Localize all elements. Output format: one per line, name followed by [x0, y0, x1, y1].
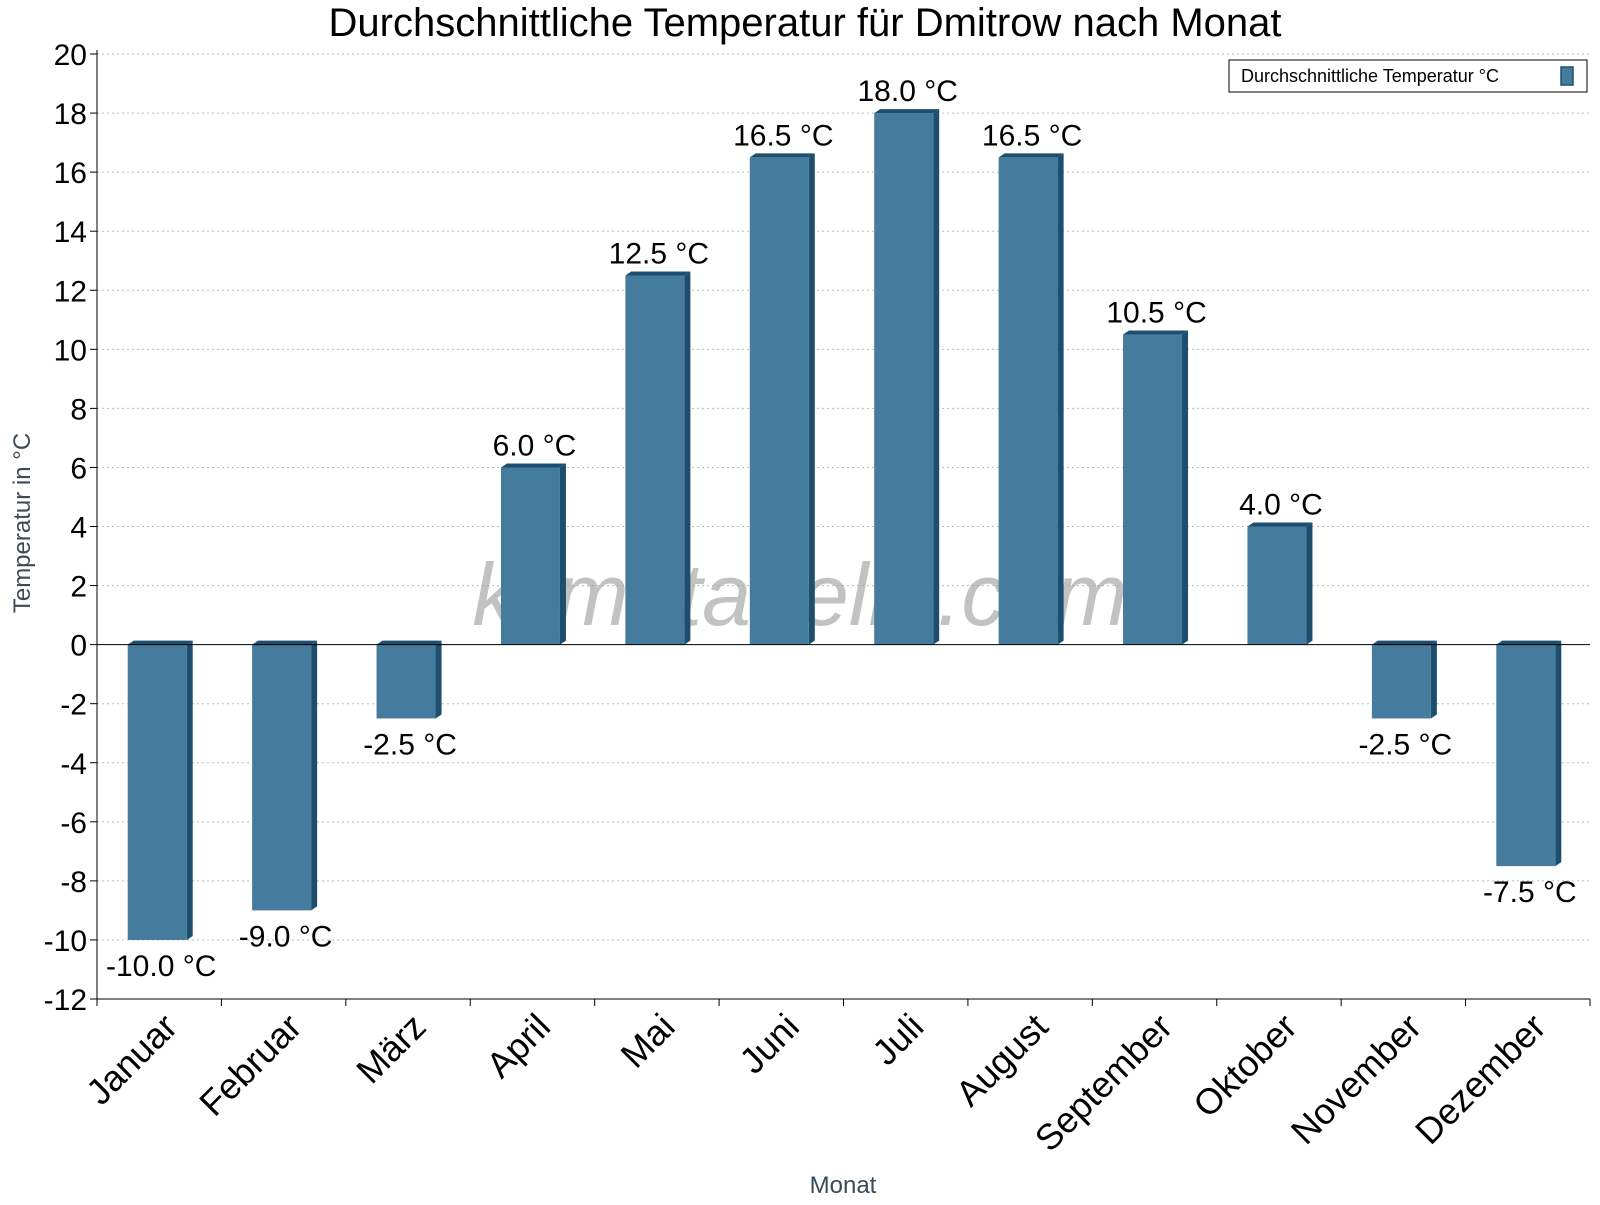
data-label: -9.0 °C: [239, 920, 333, 953]
data-labels: -10.0 °C -9.0 °C -2.5 °C 6.0 °C 12.5 °C 16.5 …: [106, 75, 1577, 983]
legend-label: Durchschnittliche Temperatur °C: [1241, 66, 1499, 86]
data-label: 10.5 °C: [1106, 297, 1206, 330]
chart-title: Durchschnittliche Temperatur für Dmitrow…: [329, 1, 1282, 45]
bar-side: [808, 153, 815, 645]
bar-side: [1306, 522, 1313, 645]
bar: [625, 275, 685, 645]
x-tick-label: März: [348, 1006, 434, 1092]
y-tick-label: 14: [54, 216, 87, 249]
data-label: 16.5 °C: [733, 119, 833, 152]
y-tick-label: -6: [60, 807, 87, 840]
data-label: 12.5 °C: [609, 237, 709, 270]
legend: Durchschnittliche Temperatur °C: [1228, 59, 1588, 93]
bar-top: [376, 640, 442, 645]
gridlines: [97, 53, 1590, 1000]
bar: [874, 113, 934, 645]
x-tick-label: November: [1283, 1006, 1429, 1152]
bar-side: [1555, 640, 1562, 867]
bar-top: [500, 463, 566, 468]
data-label: -2.5 °C: [1359, 728, 1453, 761]
bar: [1123, 334, 1183, 645]
y-tick-label: -8: [60, 866, 87, 899]
bar-top: [252, 640, 318, 645]
y-tick-label: 2: [70, 571, 87, 604]
y-tick-label: -4: [60, 748, 87, 781]
bar: [1247, 526, 1307, 645]
data-label: 16.5 °C: [982, 119, 1082, 152]
bar: [127, 644, 187, 940]
y-tick-label: 0: [70, 630, 87, 663]
bar: [500, 467, 560, 645]
bar: [376, 644, 436, 719]
bar: [1496, 644, 1556, 867]
bar: [998, 157, 1058, 645]
bar-top: [1247, 522, 1313, 527]
x-tick-label: Oktober: [1185, 1006, 1305, 1126]
bar-top: [874, 109, 940, 114]
bar-side: [1182, 330, 1189, 645]
bar-top: [1123, 330, 1189, 335]
bar: [252, 644, 312, 911]
x-tick-label: Juli: [864, 1006, 931, 1073]
data-label: 18.0 °C: [858, 75, 958, 108]
x-tick-label: Februar: [191, 1006, 309, 1124]
data-label: -10.0 °C: [106, 950, 216, 983]
bar: [1371, 644, 1431, 719]
y-tick-label: 18: [54, 98, 87, 131]
legend-swatch: [1560, 66, 1574, 86]
y-tick-label: 4: [70, 512, 87, 545]
y-tick-label: 8: [70, 393, 87, 426]
y-tick-label: 6: [70, 452, 87, 485]
bar-top: [1371, 640, 1437, 645]
bar-side: [1057, 153, 1064, 645]
x-axis-title: Monat: [810, 1172, 877, 1199]
x-tick-label: Mai: [613, 1006, 683, 1076]
y-tick-label: 12: [54, 275, 87, 308]
x-tick-label: Juni: [731, 1006, 807, 1082]
bar-top: [625, 271, 691, 276]
x-tick-label: April: [478, 1006, 558, 1086]
y-tick-label: 16: [54, 157, 87, 190]
bar-side: [186, 640, 193, 940]
data-label: 4.0 °C: [1239, 489, 1323, 522]
bar: [749, 157, 809, 645]
x-tick-label: Dezember: [1407, 1006, 1553, 1152]
y-tick-label: 10: [54, 334, 87, 367]
bar-top: [998, 153, 1064, 158]
y-tick-label: -10: [44, 925, 87, 958]
x-tick-label: Januar: [78, 1006, 185, 1113]
y-tick-label: 20: [54, 39, 87, 72]
bar-side: [933, 109, 940, 645]
y-tick-label: -12: [44, 984, 87, 1017]
bar-side: [1430, 640, 1437, 719]
x-tick-label: August: [948, 1006, 1056, 1114]
bar-top: [1496, 640, 1562, 645]
bar-side: [684, 271, 691, 645]
bar-side: [435, 640, 442, 719]
bar-side: [311, 640, 318, 911]
bar-top: [127, 640, 193, 645]
bars: [127, 109, 1562, 940]
data-label: 6.0 °C: [493, 429, 577, 462]
y-axis-title: Temperatur in °C: [9, 433, 36, 613]
bar-side: [559, 463, 566, 645]
data-label: -2.5 °C: [363, 728, 457, 761]
y-tick-label: -2: [60, 689, 87, 722]
data-label: -7.5 °C: [1483, 876, 1577, 909]
legend-box: [1228, 59, 1588, 93]
bar-top: [749, 153, 815, 158]
